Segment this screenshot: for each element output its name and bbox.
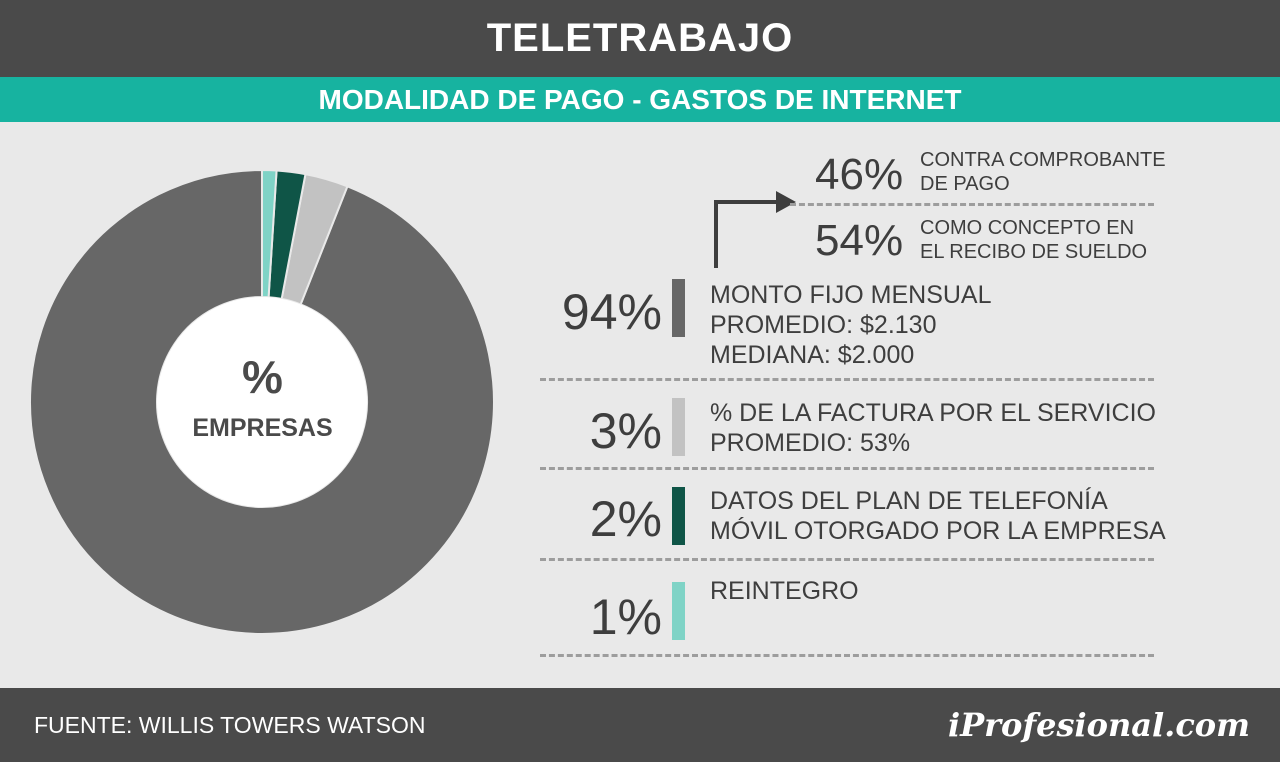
legend-label-line: MONTO FIJO MENSUAL: [710, 281, 992, 309]
legend-swatch: [672, 279, 685, 337]
divider: [540, 378, 1154, 381]
sub-item-label: COMO CONCEPTO EN EL RECIBO DE SUELDO: [920, 216, 1147, 264]
page-title: TELETRABAJO: [486, 16, 794, 60]
sub-item-label-line: COMO CONCEPTO EN: [920, 217, 1135, 239]
title-bar: TELETRABAJO: [0, 0, 1280, 77]
divider: [540, 654, 1154, 657]
donut-chart: [29, 168, 495, 635]
page-subtitle: MODALIDAD DE PAGO - GASTOS DE INTERNET: [318, 84, 962, 115]
donut-hole: [157, 297, 367, 507]
sub-item-percent: 54%: [815, 216, 904, 265]
legend-percent: 1%: [589, 589, 662, 645]
footer-bar: FUENTE: WILLIS TOWERS WATSON iProfesiona…: [0, 688, 1280, 762]
logo: iProfesional.com: [947, 706, 1250, 744]
divider: [540, 467, 1154, 470]
legend-label-line: PROMEDIO: 53%: [710, 429, 911, 457]
legend-label-line: % DE LA FACTURA POR EL SERVICIO: [710, 399, 1156, 427]
legend-percent: 2%: [589, 491, 662, 547]
sub-item-label-line: CONTRA COMPROBANTE: [920, 149, 1166, 171]
legend-percent: 3%: [589, 403, 662, 459]
legend-label-line: PROMEDIO: $2.130: [710, 311, 937, 339]
legend-label-line: MÓVIL OTORGADO POR LA EMPRESA: [710, 517, 1166, 545]
sub-item-label-line: DE PAGO: [920, 173, 1010, 195]
legend-percent: 94%: [561, 284, 662, 340]
sub-item-label: CONTRA COMPROBANTE DE PAGO: [920, 148, 1166, 196]
donut-center-label: EMPRESAS: [192, 414, 333, 442]
source-credit: FUENTE: WILLIS TOWERS WATSON: [34, 712, 426, 738]
legend-label-line: MEDIANA: $2.000: [710, 341, 915, 369]
arrow-icon: [714, 191, 796, 268]
legend-label-line: DATOS DEL PLAN DE TELEFONÍA: [710, 487, 1108, 515]
legend-label: % DE LA FACTURA POR EL SERVICIO PROMEDIO…: [710, 398, 1156, 458]
legend-swatch: [672, 487, 685, 545]
legend-label: MONTO FIJO MENSUAL PROMEDIO: $2.130 MEDI…: [710, 280, 992, 370]
sub-item-label-line: EL RECIBO DE SUELDO: [920, 241, 1148, 263]
legend-swatch: [672, 398, 685, 456]
donut-center-percent: %: [242, 351, 283, 403]
subtitle-bar: MODALIDAD DE PAGO - GASTOS DE INTERNET: [0, 77, 1280, 122]
legend-label-line: REINTEGRO: [710, 577, 859, 605]
divider: [540, 558, 1154, 561]
sub-item-percent: 46%: [815, 150, 904, 199]
divider: [790, 203, 1154, 206]
legend-swatch: [672, 582, 685, 640]
legend-label: DATOS DEL PLAN DE TELEFONÍA MÓVIL OTORGA…: [710, 486, 1166, 546]
legend-label: REINTEGRO: [710, 576, 859, 606]
